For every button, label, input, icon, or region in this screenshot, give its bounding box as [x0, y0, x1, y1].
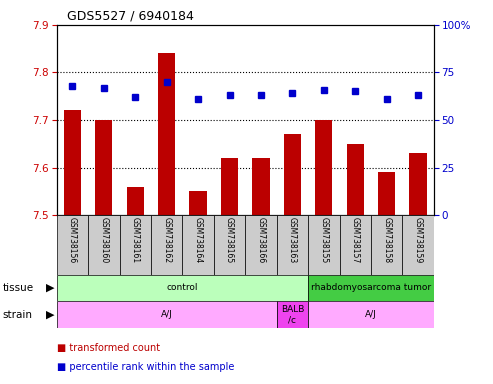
- Bar: [189, 191, 207, 215]
- Text: strain: strain: [2, 310, 33, 320]
- Text: A/J: A/J: [161, 310, 173, 319]
- Text: GSM738163: GSM738163: [288, 217, 297, 263]
- Bar: [221, 158, 238, 215]
- Bar: [308, 215, 340, 275]
- Bar: [127, 187, 144, 215]
- Text: ▶: ▶: [46, 283, 54, 293]
- Bar: [95, 120, 112, 215]
- Text: GSM738165: GSM738165: [225, 217, 234, 263]
- Bar: [308, 301, 434, 328]
- Bar: [57, 301, 277, 328]
- Text: GSM738161: GSM738161: [131, 217, 140, 263]
- Text: GDS5527 / 6940184: GDS5527 / 6940184: [67, 10, 193, 23]
- Text: ▶: ▶: [46, 310, 54, 320]
- Text: control: control: [167, 283, 198, 293]
- Bar: [308, 275, 434, 301]
- Text: GSM738155: GSM738155: [319, 217, 328, 263]
- Text: ■ percentile rank within the sample: ■ percentile rank within the sample: [57, 362, 234, 372]
- Bar: [182, 215, 214, 275]
- Text: GSM738166: GSM738166: [256, 217, 266, 263]
- Text: GSM738158: GSM738158: [382, 217, 391, 263]
- Text: BALB
/c: BALB /c: [281, 305, 304, 324]
- Bar: [340, 215, 371, 275]
- Text: ■ transformed count: ■ transformed count: [57, 343, 160, 353]
- Bar: [214, 215, 246, 275]
- Bar: [158, 53, 176, 215]
- Bar: [402, 215, 434, 275]
- Text: tissue: tissue: [2, 283, 34, 293]
- Text: GSM738160: GSM738160: [99, 217, 108, 263]
- Bar: [88, 215, 119, 275]
- Text: GSM738157: GSM738157: [351, 217, 360, 263]
- Bar: [57, 275, 308, 301]
- Text: GSM738164: GSM738164: [194, 217, 203, 263]
- Bar: [57, 215, 88, 275]
- Bar: [64, 111, 81, 215]
- Bar: [315, 120, 332, 215]
- Bar: [284, 134, 301, 215]
- Bar: [252, 158, 270, 215]
- Bar: [410, 153, 427, 215]
- Text: GSM738162: GSM738162: [162, 217, 171, 263]
- Bar: [277, 215, 308, 275]
- Bar: [245, 215, 277, 275]
- Bar: [378, 172, 395, 215]
- Text: rhabdomyosarcoma tumor: rhabdomyosarcoma tumor: [311, 283, 431, 293]
- Bar: [347, 144, 364, 215]
- Bar: [151, 215, 182, 275]
- Text: A/J: A/J: [365, 310, 377, 319]
- Bar: [277, 301, 308, 328]
- Bar: [119, 215, 151, 275]
- Text: GSM738156: GSM738156: [68, 217, 77, 263]
- Bar: [371, 215, 402, 275]
- Text: GSM738159: GSM738159: [414, 217, 423, 263]
